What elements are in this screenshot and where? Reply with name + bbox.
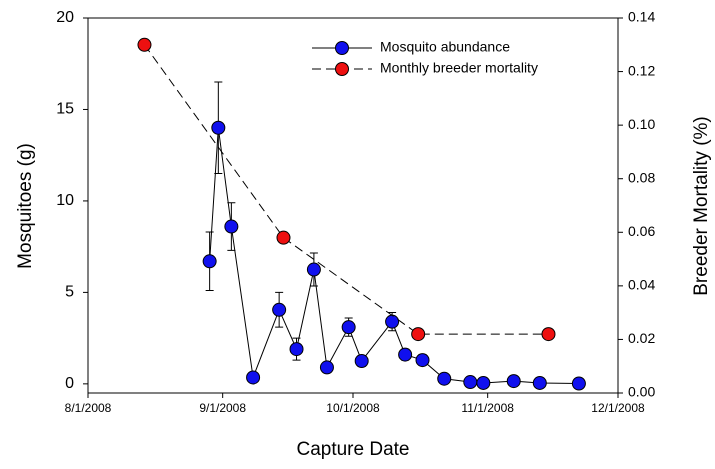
marker (137, 37, 152, 52)
x-tick-label: 10/1/2008 (326, 401, 380, 415)
y2-axis-label: Breeder Mortality (%) (691, 116, 712, 296)
x-tick-label: 11/1/2008 (461, 401, 514, 415)
marker (246, 370, 261, 385)
marker (272, 302, 287, 317)
marker (506, 374, 521, 389)
marker (437, 371, 452, 386)
legend-label: Monthly breeder mortality (380, 60, 538, 76)
legend-marker (335, 62, 349, 76)
x-tick-label: 9/1/2008 (199, 401, 246, 415)
marker (289, 342, 304, 357)
legend-marker (335, 41, 349, 55)
y2-tick-label: 0.02 (628, 330, 655, 346)
marker (571, 376, 586, 391)
marker (211, 120, 226, 135)
y2-tick-label: 0.10 (628, 116, 655, 132)
y-tick-label: 20 (56, 9, 74, 26)
x-tick-label: 8/1/2008 (65, 401, 112, 415)
marker (354, 353, 369, 368)
marker (385, 314, 400, 329)
marker (224, 219, 239, 234)
marker (306, 262, 321, 277)
y2-tick-label: 0.14 (628, 9, 655, 25)
marker (476, 375, 491, 390)
marker (341, 320, 356, 335)
series-line (144, 44, 549, 335)
y2-tick-label: 0.06 (628, 223, 655, 239)
y-tick-label: 15 (56, 101, 74, 118)
legend-label: Mosquito abundance (380, 39, 510, 55)
marker (398, 347, 413, 362)
y-tick-label: 0 (65, 375, 74, 392)
marker (541, 327, 556, 342)
x-tick-label: 12/1/2008 (591, 401, 645, 415)
marker (415, 353, 430, 368)
plot-frame (87, 17, 619, 394)
y2-tick-label: 0.04 (628, 277, 655, 293)
marker (202, 254, 217, 269)
y2-tick-label: 0.08 (628, 169, 655, 185)
marker (463, 375, 478, 390)
y-tick-label: 10 (56, 192, 74, 209)
x-axis-label: Capture Date (296, 439, 409, 460)
y-tick-label: 5 (65, 284, 74, 301)
series-line (209, 127, 579, 384)
y-axis-label: Mosquitoes (g) (15, 143, 36, 269)
y2-tick-label: 0.00 (628, 384, 655, 400)
marker (411, 327, 426, 342)
marker (276, 230, 291, 245)
marker (532, 375, 547, 390)
marker (319, 360, 334, 375)
y2-tick-label: 0.12 (628, 62, 655, 78)
